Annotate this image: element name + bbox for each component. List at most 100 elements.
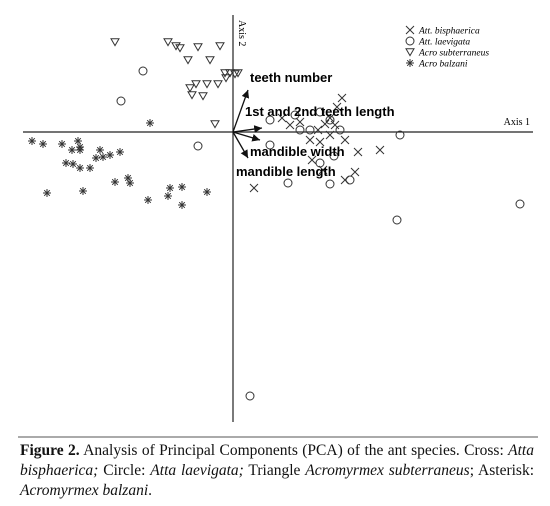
caption: Figure 2. Analysis of Principal Componen… [20, 441, 534, 501]
legend-marker [406, 59, 414, 67]
point [171, 42, 181, 51]
point [295, 117, 305, 127]
point [79, 187, 87, 195]
point [116, 148, 124, 156]
point [290, 110, 300, 120]
caption-text: Circle: [98, 462, 151, 479]
vector-label: teeth number [250, 70, 332, 85]
point [187, 91, 197, 100]
point [315, 107, 325, 117]
legend-label: Att. bisphaerica [418, 27, 480, 37]
point [76, 164, 84, 172]
caption-text: Atta laevigata; [150, 462, 244, 479]
point [106, 151, 114, 159]
point [92, 154, 100, 162]
legend-marker [405, 48, 415, 57]
point [111, 178, 119, 186]
point [313, 125, 323, 135]
point [126, 179, 134, 187]
point [178, 201, 186, 209]
caption-text: Atta bisphaerica; [20, 442, 538, 479]
point [325, 130, 335, 140]
point [183, 56, 193, 65]
point [213, 80, 223, 89]
point [193, 43, 203, 52]
loading-vector [232, 131, 249, 159]
point [146, 119, 154, 127]
point [305, 135, 315, 145]
point [39, 140, 47, 148]
loading-vector [232, 131, 261, 142]
legend-label: Acro subterraneus [418, 49, 489, 59]
caption-text: Acromyrmex subterraneus [305, 462, 470, 479]
point [315, 158, 325, 168]
point [265, 140, 275, 150]
point [191, 80, 201, 89]
point [164, 192, 172, 200]
point [329, 151, 339, 161]
point [295, 125, 305, 135]
caption-text: ; Asterisk: [469, 462, 538, 479]
y-axis-label: Axis 2 [236, 20, 247, 46]
point [185, 84, 195, 93]
chart: Axis 1 Axis 2 teeth number 1st and 2nd teet… [18, 15, 538, 438]
point [86, 164, 94, 172]
vector-label: mandible width [250, 144, 345, 159]
point [330, 120, 340, 130]
point [307, 155, 317, 165]
point [210, 120, 220, 129]
legend-item: Att. bisphaerica [405, 25, 480, 37]
caption-text: Acromyrmex balzani [20, 482, 149, 499]
point [305, 125, 315, 135]
point [337, 93, 347, 103]
point [335, 125, 345, 135]
point [116, 96, 126, 106]
point [144, 196, 152, 204]
point [221, 74, 231, 83]
point [205, 56, 215, 65]
point [163, 38, 173, 47]
point [178, 183, 186, 191]
point [245, 391, 255, 401]
point [375, 145, 385, 155]
vector-label: mandible length [236, 164, 336, 179]
point [315, 137, 325, 147]
point [62, 159, 70, 167]
point [215, 42, 225, 51]
point [285, 120, 295, 130]
legend-item: Acro subterraneus [405, 48, 489, 59]
point [28, 137, 36, 145]
point [277, 113, 287, 123]
x-axis-label: Axis 1 [504, 117, 530, 128]
caption-text: Triangle [243, 462, 306, 479]
loading-vector [232, 125, 263, 133]
point [325, 115, 335, 125]
point [110, 38, 120, 47]
legend-label: Att. laevigata [418, 38, 470, 48]
point [166, 184, 174, 192]
point [395, 130, 405, 140]
point [203, 188, 211, 196]
point [99, 153, 107, 161]
point [340, 175, 350, 185]
point [96, 146, 104, 154]
point [74, 137, 82, 145]
point [198, 92, 208, 101]
point [193, 141, 203, 151]
point [340, 135, 350, 145]
point [332, 102, 342, 112]
point [138, 66, 148, 76]
point [233, 69, 243, 78]
point [76, 146, 84, 154]
caption-text: Figure 2. [20, 442, 80, 459]
legend-label: Acro balzani [418, 60, 468, 70]
legend-item: Att. laevigata [405, 36, 470, 48]
point [58, 140, 66, 148]
point [320, 119, 330, 129]
point [325, 179, 335, 189]
legend-marker [405, 25, 415, 35]
point [43, 189, 51, 197]
caption-text: Analysis of Principal Components (PCA) o… [79, 442, 509, 459]
point [283, 178, 293, 188]
point [515, 199, 525, 209]
